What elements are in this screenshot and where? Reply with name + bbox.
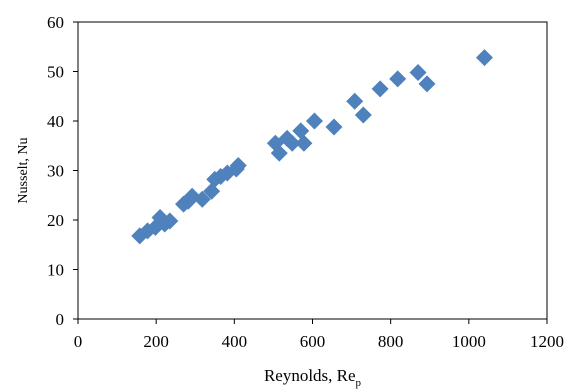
data-point-diamond: [161, 212, 179, 230]
y-tick-label: 30: [47, 162, 64, 181]
data-point-diamond: [203, 182, 221, 200]
data-point-diamond: [409, 63, 427, 81]
data-point-diamond: [305, 112, 323, 130]
x-axis-title: Reynolds, Rep: [264, 366, 362, 389]
x-tick-label: 1200: [530, 332, 564, 351]
data-point-diamond: [292, 122, 310, 140]
y-tick-label: 20: [47, 211, 64, 230]
data-point-diamond: [283, 134, 301, 152]
data-point-diamond: [346, 92, 364, 110]
x-tick-label: 1000: [452, 332, 486, 351]
x-axis-ticks: 0 200 400 600 800 1000 1200: [74, 319, 564, 351]
y-axis-title: Nusselt, Nu: [16, 137, 31, 203]
data-point-diamond: [418, 75, 436, 93]
y-tick-label: 60: [47, 13, 64, 32]
data-point-diamond: [295, 134, 313, 152]
data-point-diamond: [229, 157, 247, 175]
data-point-diamond: [270, 144, 288, 162]
data-points: [131, 49, 493, 245]
x-tick-label: 600: [300, 332, 326, 351]
data-point-diamond: [389, 70, 407, 88]
plot-frame: [77, 21, 548, 320]
data-point-diamond: [193, 190, 211, 208]
y-axis-ticks: 0 10 20 30 40 50 60: [47, 13, 78, 329]
x-tick-label: 200: [143, 332, 169, 351]
y-tick-label: 0: [56, 310, 65, 329]
y-tick-label: 50: [47, 63, 64, 82]
data-point-diamond: [325, 118, 343, 136]
y-tick-label: 10: [47, 261, 64, 280]
x-tick-label: 0: [74, 332, 83, 351]
data-point-diamond: [475, 49, 493, 67]
y-tick-label: 40: [47, 112, 64, 131]
x-tick-label: 400: [222, 332, 248, 351]
data-point-diamond: [354, 106, 372, 124]
x-tick-label: 800: [378, 332, 404, 351]
data-point-diamond: [371, 80, 389, 98]
